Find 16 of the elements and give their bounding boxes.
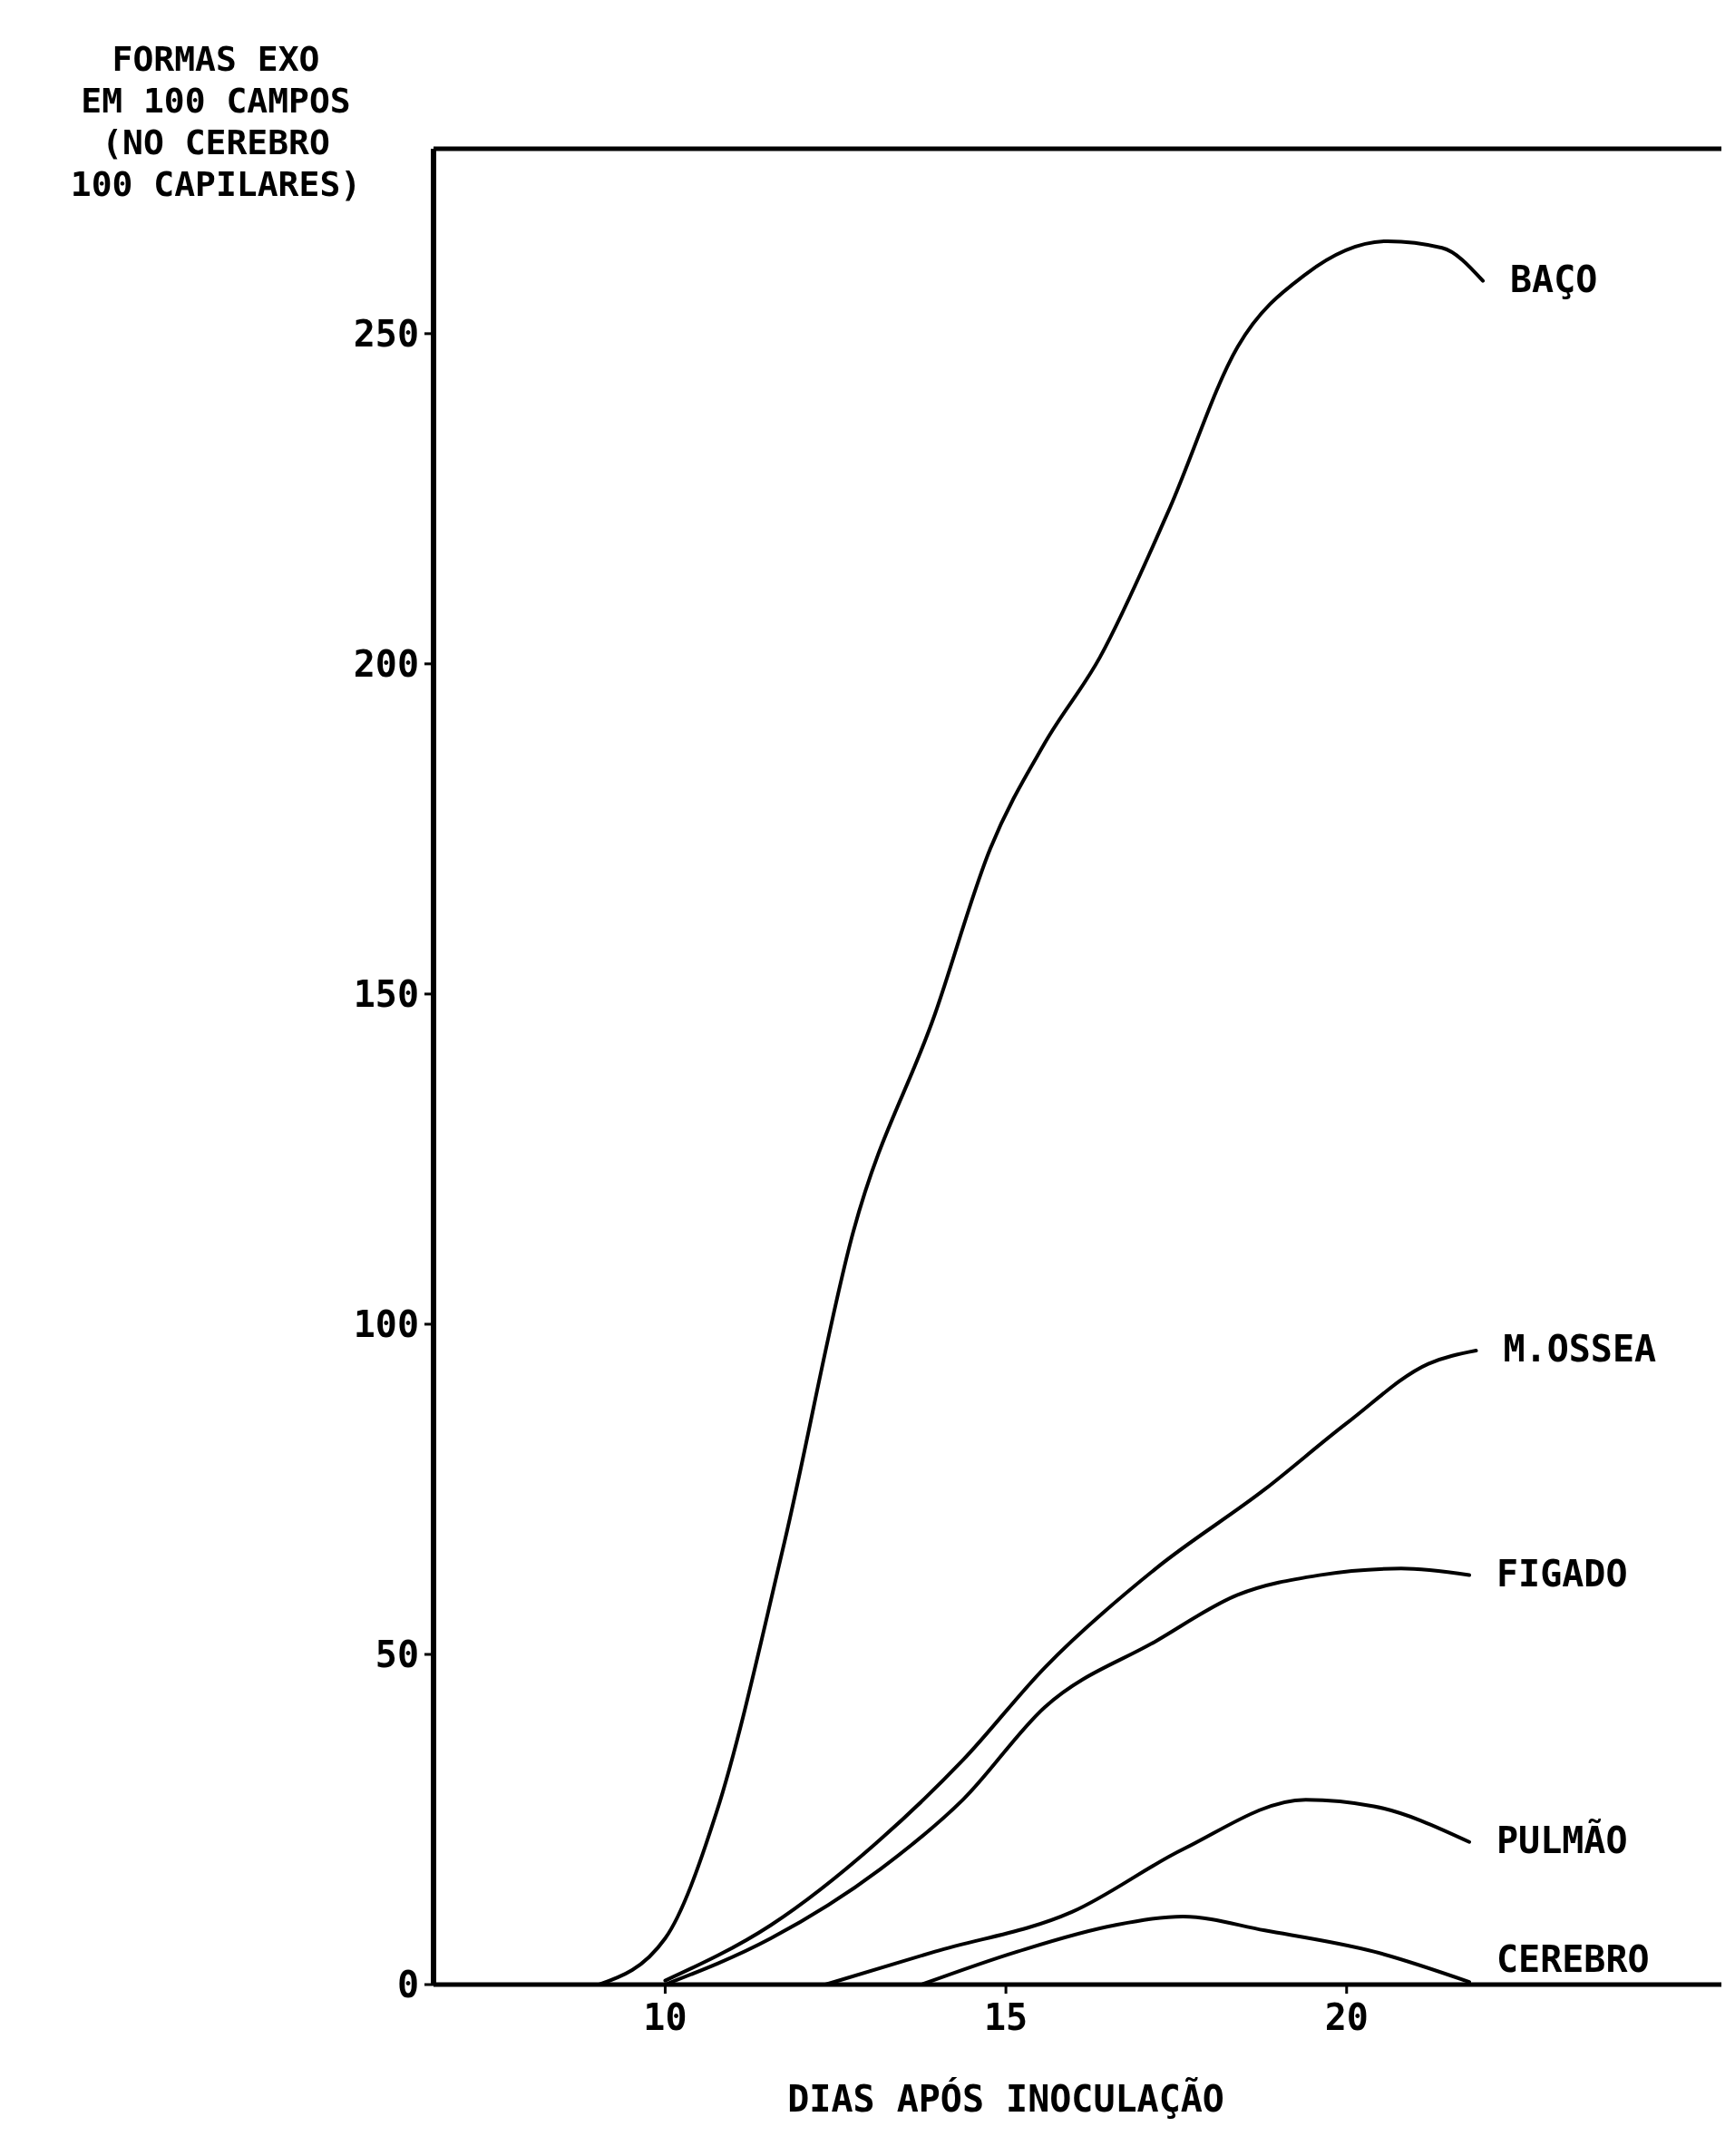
x-axis-title: DIAS APÓS INOCULAÇÃO — [787, 2077, 1224, 2120]
series-label: BAÇO — [1510, 258, 1598, 300]
y-tick-label: 200 — [353, 642, 419, 685]
y-tick-label: 250 — [353, 312, 419, 355]
x-tick-label: 20 — [1324, 1996, 1369, 2038]
y-tick-label: 0 — [396, 1964, 419, 2005]
series-label: M.OSSEA — [1503, 1328, 1657, 1371]
y-axis-title: FORMAS EXO EM 100 CAMPOS (NO CEREBRO 100 CAPILARES) — [70, 39, 362, 204]
y-tick-label: 50 — [375, 1633, 419, 1675]
x-tick-label: 15 — [984, 1996, 1028, 2038]
y-tick-label: 150 — [353, 972, 419, 1015]
series-label: CEREBRO — [1496, 1938, 1650, 1980]
x-tick-label: 10 — [643, 1996, 687, 2038]
y-tick-label: 100 — [353, 1302, 419, 1345]
series-label: FIGADO — [1496, 1552, 1628, 1595]
series-label: PULMÃO — [1496, 1818, 1628, 1861]
